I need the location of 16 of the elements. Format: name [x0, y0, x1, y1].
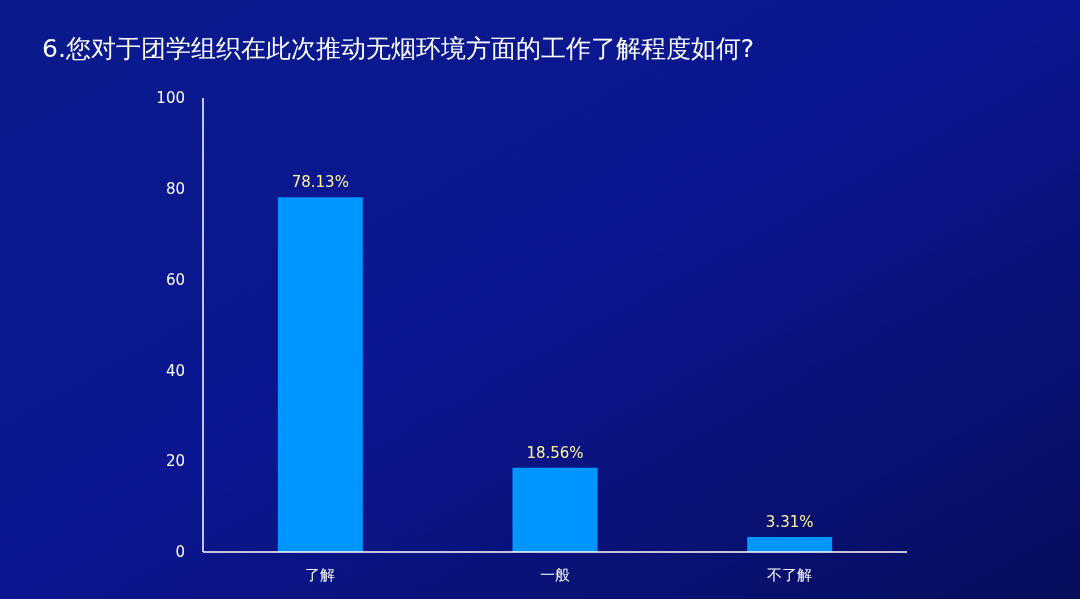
data-label: 78.13%: [291, 173, 349, 192]
bar: [512, 467, 598, 552]
y-tick-label: 20: [165, 452, 185, 471]
y-tick-label: 80: [165, 180, 185, 199]
chart-title: 6.您对于团学组织在此次推动无烟环境方面的工作了解程度如何?: [42, 34, 755, 63]
data-label: 3.31%: [765, 512, 814, 531]
x-tick-label: 一般: [540, 566, 570, 584]
y-tick-label: 100: [156, 89, 185, 108]
y-tick-label: 60: [165, 270, 185, 289]
x-tick-label: 了解: [305, 566, 336, 584]
y-tick-label: 40: [165, 361, 185, 380]
y-tick-label: 0: [175, 543, 185, 562]
x-tick-label: 不了解: [767, 566, 813, 584]
bar: [277, 197, 363, 552]
data-label: 18.56%: [526, 443, 584, 462]
bar: [747, 536, 833, 552]
